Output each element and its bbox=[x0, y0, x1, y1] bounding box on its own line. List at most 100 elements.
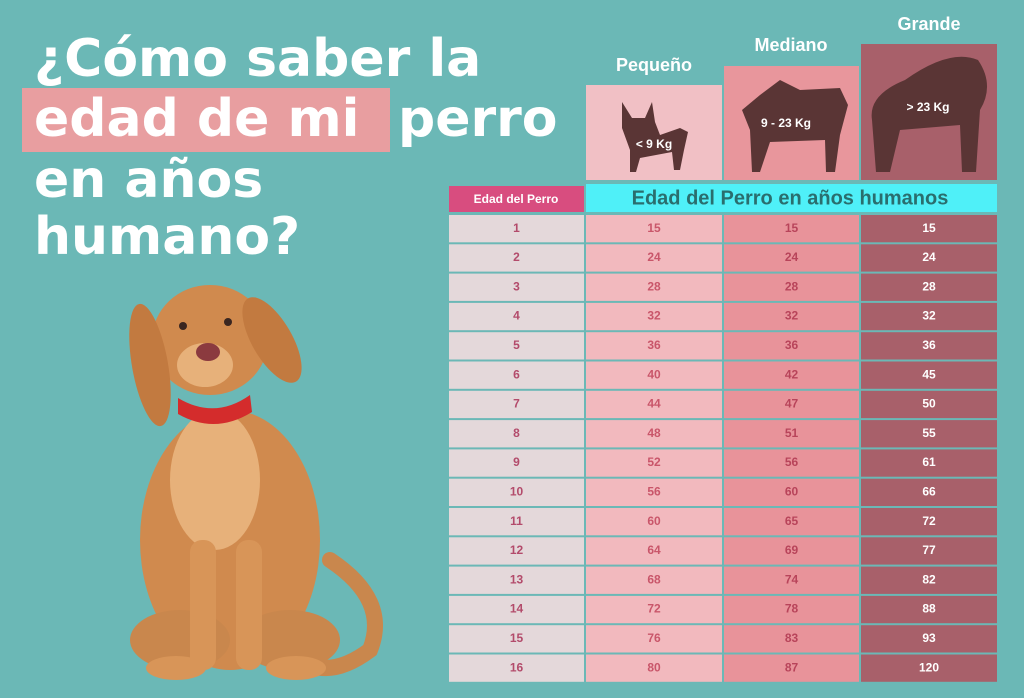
table-cell bbox=[861, 478, 997, 506]
header-cell bbox=[449, 186, 584, 212]
table-cell bbox=[861, 566, 997, 594]
cell-text: 51 bbox=[785, 426, 799, 440]
cell-text: 7 bbox=[513, 397, 520, 411]
cell-text: 56 bbox=[647, 485, 661, 499]
cell-text: 13 bbox=[510, 572, 524, 586]
cell-text: 83 bbox=[785, 631, 799, 645]
title-line: perro bbox=[398, 89, 558, 149]
table-cell bbox=[449, 625, 584, 653]
table-cell bbox=[586, 508, 722, 536]
cell-text: 6 bbox=[513, 367, 520, 381]
header-text: Edad del Perro bbox=[474, 192, 559, 206]
table-cell bbox=[861, 302, 997, 331]
table-cell bbox=[586, 595, 722, 624]
cell-text: 69 bbox=[785, 543, 799, 557]
table-cell bbox=[449, 215, 584, 243]
table-cell bbox=[861, 215, 997, 243]
cell-text: 72 bbox=[647, 602, 661, 616]
table-cell bbox=[861, 449, 997, 477]
table-cell bbox=[449, 361, 584, 389]
table-cell bbox=[449, 273, 584, 301]
table-cell bbox=[586, 625, 722, 653]
cell-text: 68 bbox=[647, 572, 661, 586]
table-cell bbox=[586, 390, 722, 419]
table-cell bbox=[861, 390, 997, 419]
cell-text: 60 bbox=[647, 514, 661, 528]
cell-text: 3 bbox=[513, 279, 520, 293]
cell-text: 48 bbox=[647, 426, 661, 440]
table-cell bbox=[449, 390, 584, 419]
cell-text: 15 bbox=[785, 221, 799, 235]
table-cell bbox=[586, 361, 722, 389]
table-cell bbox=[449, 508, 584, 536]
table-cell bbox=[724, 361, 859, 389]
dog-silhouette bbox=[622, 56, 988, 172]
table-cell bbox=[449, 566, 584, 594]
title-highlight bbox=[22, 88, 390, 152]
title-line: edad de mi bbox=[34, 89, 360, 149]
table-cell bbox=[449, 420, 584, 448]
cell-text: 77 bbox=[922, 543, 936, 557]
cell-text: 12 bbox=[510, 543, 524, 557]
table-cell bbox=[449, 595, 584, 624]
dog-illustration bbox=[129, 285, 383, 680]
cell-text: 10 bbox=[510, 485, 524, 499]
cell-text: 40 bbox=[647, 367, 661, 381]
table-cell bbox=[724, 390, 859, 419]
table-cell bbox=[724, 273, 859, 301]
cell-text: 16 bbox=[510, 660, 524, 674]
cell-text: 32 bbox=[647, 309, 661, 323]
cell-text: 93 bbox=[922, 631, 936, 645]
table-cell bbox=[586, 273, 722, 301]
table-cell bbox=[724, 508, 859, 536]
size-weight: < 9 Kg bbox=[636, 137, 672, 151]
table-cell bbox=[724, 449, 859, 477]
cell-text: 15 bbox=[922, 221, 936, 235]
size-name: Pequeño bbox=[616, 55, 692, 75]
cell-text: 72 bbox=[922, 514, 936, 528]
table-cell bbox=[586, 332, 722, 360]
cell-text: 2 bbox=[513, 250, 520, 264]
table-cell bbox=[449, 332, 584, 360]
table-cell bbox=[449, 244, 584, 272]
cell-text: 74 bbox=[785, 572, 799, 586]
cell-text: 120 bbox=[919, 660, 939, 674]
cell-text: 65 bbox=[785, 514, 799, 528]
cell-text: 82 bbox=[922, 572, 936, 586]
table-cell bbox=[586, 302, 722, 331]
table-cell bbox=[586, 244, 722, 272]
size-weight: > 23 Kg bbox=[906, 100, 949, 114]
cell-text: 32 bbox=[785, 309, 799, 323]
cell-text: 1 bbox=[513, 221, 520, 235]
cell-text: 11 bbox=[510, 514, 523, 528]
table-cell bbox=[724, 595, 859, 624]
table-cell bbox=[724, 302, 859, 331]
cell-text: 88 bbox=[922, 602, 936, 616]
cell-text: 4 bbox=[513, 309, 520, 323]
table-cell bbox=[724, 625, 859, 653]
table-cell bbox=[449, 537, 584, 565]
table-body: 1 15 15 15 2 24 24 24 3 28 28 28 4 32 32 32 5 36 36 36 6 40 42… bbox=[449, 215, 997, 682]
cell-text: 8 bbox=[513, 426, 520, 440]
cell-text: 87 bbox=[785, 660, 799, 674]
cell-text: 36 bbox=[922, 338, 936, 352]
table-cell bbox=[449, 302, 584, 331]
table-cell bbox=[449, 449, 584, 477]
cell-text: 78 bbox=[785, 602, 799, 616]
cell-text: 24 bbox=[647, 250, 661, 264]
cell-text: 50 bbox=[922, 397, 936, 411]
cell-text: 24 bbox=[922, 250, 936, 264]
cell-text: 60 bbox=[785, 485, 799, 499]
header-text: Edad del Perro en años humanos bbox=[632, 187, 949, 209]
cell-text: 55 bbox=[922, 426, 936, 440]
cell-text: 44 bbox=[647, 397, 661, 411]
cell-text: 66 bbox=[922, 485, 936, 499]
table-cell bbox=[861, 361, 997, 389]
title-line: en años bbox=[34, 150, 263, 210]
table-cell bbox=[586, 654, 722, 682]
table-cell bbox=[724, 654, 859, 682]
cell-text: 52 bbox=[647, 455, 661, 469]
cell-text: 61 bbox=[922, 455, 936, 469]
title-line: humano? bbox=[34, 207, 300, 267]
table-cell bbox=[861, 595, 997, 624]
